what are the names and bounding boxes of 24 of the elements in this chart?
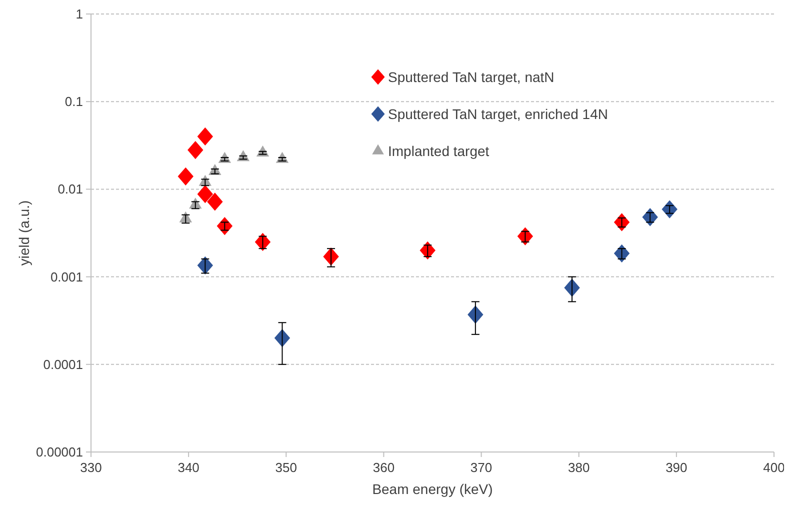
x-tick-label: 350 bbox=[275, 460, 297, 475]
point bbox=[207, 192, 223, 211]
y-tick-label: 0.001 bbox=[50, 269, 83, 284]
y-tick-label: 0.01 bbox=[58, 182, 83, 197]
y-tick-label: 1 bbox=[76, 6, 83, 22]
y-tick-label: 0.00001 bbox=[36, 444, 83, 460]
x-tick-label: 340 bbox=[178, 460, 200, 475]
legend-label: Sputtered TaN target, natN bbox=[388, 69, 554, 85]
point bbox=[197, 184, 214, 204]
legend-label: Sputtered TaN target, enriched 14N bbox=[388, 106, 608, 122]
legend-label: Implanted target bbox=[388, 143, 490, 159]
y-axis-title: yield (a.u.) bbox=[16, 200, 32, 266]
y-tick-label: 0.0001 bbox=[43, 356, 83, 372]
point bbox=[197, 127, 214, 146]
point bbox=[178, 167, 194, 186]
point bbox=[188, 140, 204, 160]
x-tick-label: 360 bbox=[372, 460, 395, 475]
x-tick-label: 370 bbox=[470, 460, 492, 475]
y-tick-label: 0.1 bbox=[64, 94, 83, 110]
x-axis-title: Beam energy (keV) bbox=[372, 481, 493, 497]
x-tick-label: 400 bbox=[763, 460, 785, 475]
x-tick-label: 330 bbox=[80, 460, 102, 475]
x-tick-label: 390 bbox=[666, 460, 688, 475]
x-tick-label: 380 bbox=[568, 460, 590, 475]
